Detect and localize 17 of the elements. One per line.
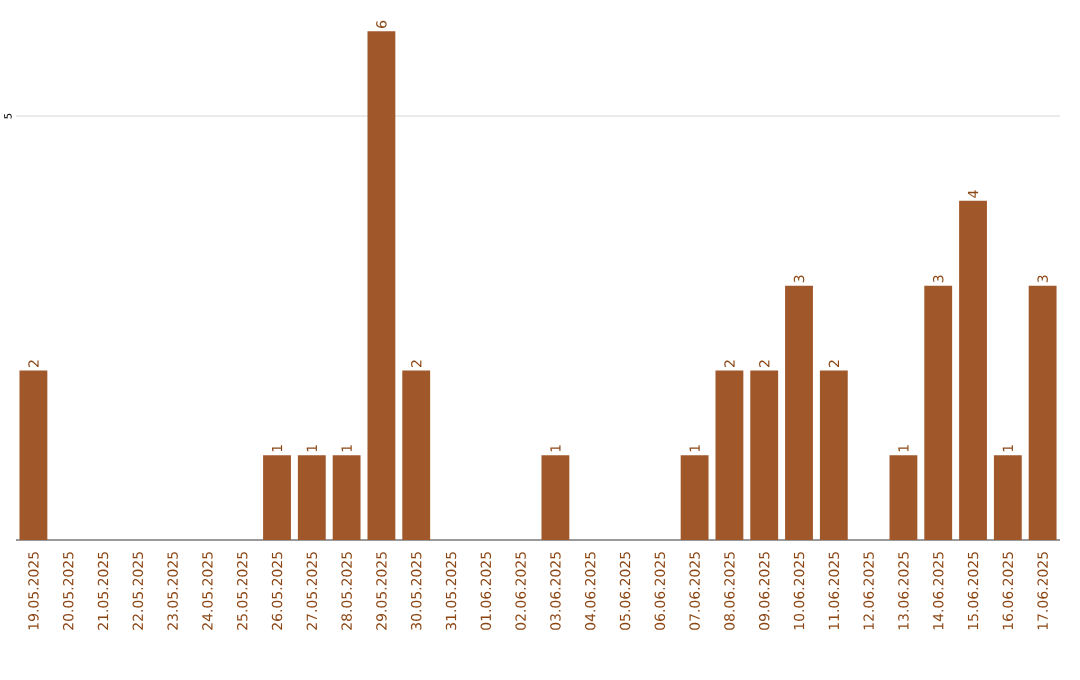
- bar: [297, 455, 326, 540]
- bar: [1028, 285, 1057, 540]
- bar: [367, 31, 396, 540]
- bar: [889, 455, 918, 540]
- bar: [715, 370, 744, 540]
- bar: [959, 200, 987, 540]
- bar: [785, 285, 813, 540]
- bar: [332, 455, 361, 540]
- bar: [924, 285, 953, 540]
- bar: [541, 455, 570, 540]
- bar: [993, 455, 1022, 540]
- bar: [402, 370, 431, 540]
- bar: [750, 370, 779, 540]
- bar: [680, 455, 709, 540]
- bar: [19, 370, 48, 540]
- bar: [263, 455, 291, 540]
- bar: [819, 370, 848, 540]
